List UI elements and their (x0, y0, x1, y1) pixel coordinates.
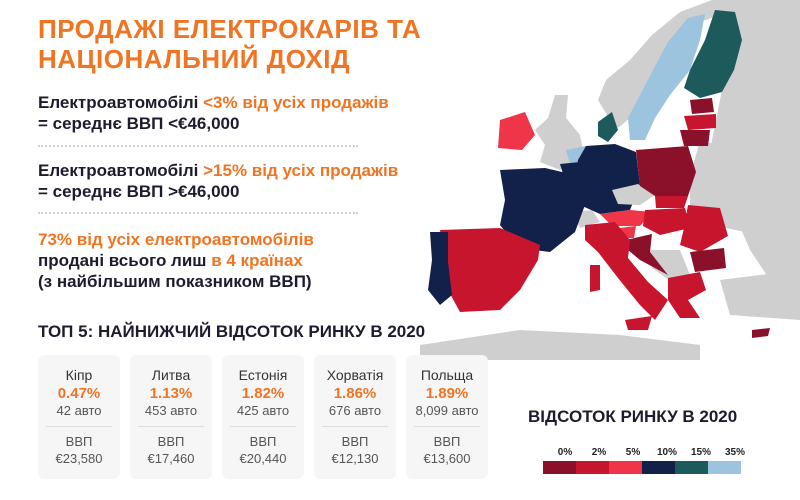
card-cars: 425 авто (236, 403, 290, 418)
map-ireland (498, 112, 535, 150)
stat-top-line2-highlight: в 4 країнах (211, 251, 303, 270)
map-balkans-nonEU (650, 250, 690, 282)
card-divider (322, 426, 388, 427)
stat-low-share: Електроавтомобілі <3% від усіх продажів … (38, 92, 389, 134)
card-share: 1.86% (333, 385, 377, 402)
stat-top-line3: (з найбільшим показником ВВП) (38, 272, 312, 291)
map-poland (636, 146, 696, 198)
card-cars: 42 авто (56, 403, 102, 418)
stat-low-gdp: = середнє ВВП <€46,000 (38, 114, 240, 133)
map-italy (585, 222, 668, 320)
map-turkey (720, 270, 800, 320)
legend-swatch (708, 461, 741, 474)
card-country: Кіпр (65, 367, 93, 383)
map-hungary (643, 208, 690, 235)
map-slovakia (655, 196, 688, 208)
stat-top-countries: 73% від усіх електроавтомобілів продані … (38, 229, 314, 292)
legend-label: 35% (724, 447, 745, 458)
legend-swatch (675, 461, 708, 474)
legend-label: 15% (690, 447, 711, 458)
card-divider (414, 426, 480, 427)
legend-labels: 0% 2% 5% 10% 15% 35% (548, 447, 752, 458)
stat-high-share: Електроавтомобілі >15% від усіх продажів… (38, 160, 398, 202)
map-portugal (428, 232, 452, 305)
map-bulgaria (690, 248, 726, 272)
card-cars: 453 авто (144, 403, 198, 418)
country-card: Кіпр 0.47% 42 авто ВВП €23,580 (38, 355, 120, 479)
legend-swatch (642, 461, 675, 474)
map-sardinia (590, 265, 600, 292)
legend-title: ВІДСОТОК РИНКУ В 2020 (528, 407, 738, 426)
card-divider (138, 426, 204, 427)
divider (38, 212, 358, 214)
card-gdp: €13,600 (423, 451, 471, 466)
europe-market-share-map (420, 0, 800, 360)
country-card: Литва 1.13% 453 авто ВВП €17,460 (130, 355, 212, 479)
map-lithuania (680, 130, 710, 146)
legend-swatch (576, 461, 609, 474)
map-north-africa (420, 330, 700, 360)
map-greece (668, 272, 706, 318)
legend-label: 2% (591, 447, 607, 458)
card-share: 1.82% (241, 385, 285, 402)
map-croatia (626, 234, 668, 275)
card-gdp: €23,580 (55, 451, 103, 466)
map-austria (600, 210, 652, 226)
map-sicily (625, 316, 652, 330)
legend-label: 5% (625, 447, 641, 458)
page-title: ПРОДАЖІ ЕЛЕКТРОКАРІВ ТА НАЦІОНАЛЬНИЙ ДОХ… (38, 14, 422, 74)
stat-high-prefix: Електроавтомобілі (38, 161, 204, 180)
card-gdp: €20,440 (239, 451, 287, 466)
legend-label: 10% (656, 447, 677, 458)
card-gdp-label: ВВП (433, 434, 461, 449)
stat-low-highlight: <3% від усіх продажів (203, 93, 389, 112)
card-share: 1.13% (149, 385, 193, 402)
card-divider (230, 426, 296, 427)
card-country: Естонія (238, 367, 288, 383)
card-cars: 8,099 авто (415, 403, 479, 418)
map-denmark (598, 112, 618, 142)
legend-swatch (543, 461, 576, 474)
divider (38, 145, 358, 147)
map-romania (680, 205, 728, 252)
map-sweden (628, 14, 705, 140)
card-country: Литва (151, 367, 191, 383)
legend-color-bar (543, 461, 741, 474)
legend-swatch (609, 461, 642, 474)
top5-cards: Кіпр 0.47% 42 авто ВВП €23,580 Литва 1.1… (38, 355, 488, 479)
card-gdp-label: ВВП (249, 434, 277, 449)
map-estonia (690, 98, 714, 114)
card-share: 1.89% (425, 385, 469, 402)
card-gdp-label: ВВП (157, 434, 185, 449)
stat-top-line1: 73% від усіх електроавтомобілів (38, 230, 314, 249)
country-card: Польща 1.89% 8,099 авто ВВП €13,600 (406, 355, 488, 479)
stat-high-gdp: = середнє ВВП >€46,000 (38, 182, 240, 201)
card-gdp-label: ВВП (341, 434, 369, 449)
card-country: Хорватія (326, 367, 384, 383)
card-gdp: €17,460 (147, 451, 195, 466)
stat-top-line2-prefix: продані всього лиш (38, 251, 212, 270)
map-czechia (612, 184, 655, 205)
card-divider (46, 426, 112, 427)
stat-low-prefix: Електроавтомобілі (38, 93, 204, 112)
card-cars: 676 авто (328, 403, 382, 418)
map-spain (440, 228, 540, 312)
card-gdp-label: ВВП (65, 434, 93, 449)
card-country: Польща (420, 367, 474, 383)
top5-title: ТОП 5: НАЙНИЖЧИЙ ВІДСОТОК РИНКУ В 2020 (38, 322, 426, 341)
map-cyprus (752, 328, 770, 338)
card-share: 0.47% (57, 385, 101, 402)
map-france (500, 168, 585, 252)
map-latvia (684, 114, 716, 130)
stat-high-highlight: >15% від усіх продажів (203, 161, 399, 180)
map-belgium (560, 162, 582, 180)
map-finland (684, 10, 742, 98)
legend-label: 0% (557, 447, 573, 458)
country-card: Хорватія 1.86% 676 авто ВВП €12,130 (314, 355, 396, 479)
country-card: Естонія 1.82% 425 авто ВВП €20,440 (222, 355, 304, 479)
card-gdp: €12,130 (331, 451, 379, 466)
